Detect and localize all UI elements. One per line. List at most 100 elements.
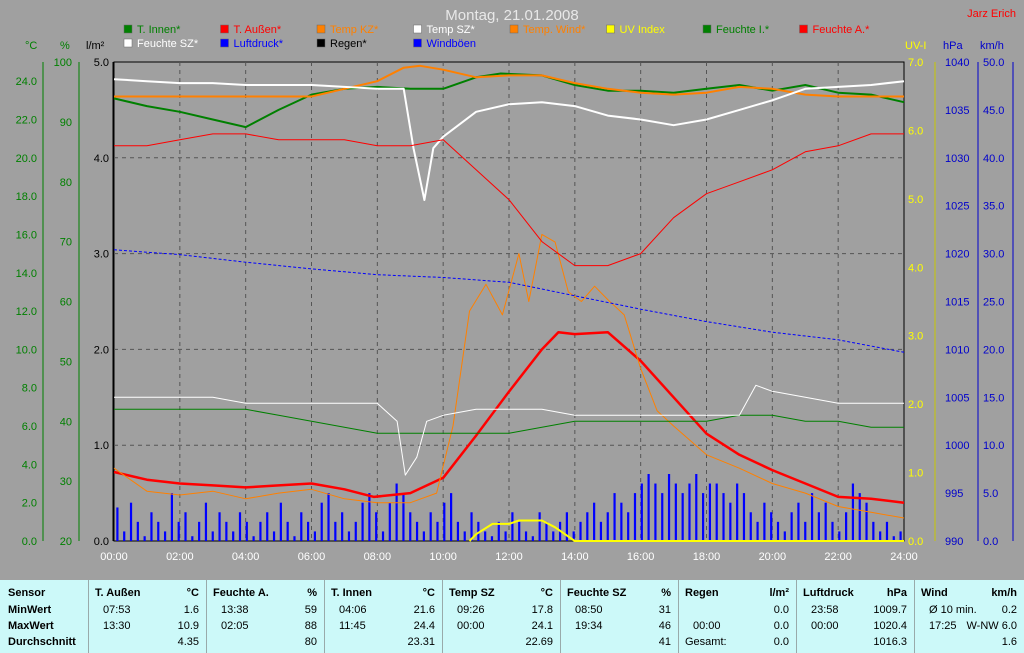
temp-tick-label: 14.0 <box>16 268 37 280</box>
stats-row-label: MaxWert <box>8 620 54 632</box>
stats-sensor-name: Feuchte A. <box>213 587 269 599</box>
legend-label: Windböen <box>427 38 477 50</box>
series-line-9 <box>468 519 904 542</box>
legend-swatch <box>220 38 229 48</box>
stats-min-time: 09:26 <box>457 604 485 616</box>
legend-swatch <box>220 24 229 34</box>
humidity-tick-label: 90 <box>60 117 72 129</box>
time-tick-label: 04:00 <box>232 551 260 563</box>
legend-label: Feuchte SZ* <box>137 38 199 50</box>
wind-tick-label: 35.0 <box>983 201 1004 213</box>
stats-row-label: MinWert <box>8 604 52 616</box>
author-label: Jarz Erich <box>967 8 1016 20</box>
rain-unit-label: l/m² <box>86 40 105 52</box>
stats-min-time: 13:38 <box>221 604 249 616</box>
stats-max-value: 46 <box>658 620 671 632</box>
wind-tick-label: 30.0 <box>983 249 1004 261</box>
stats-max-value: 24.1 <box>531 620 553 632</box>
wind-unit-label: km/h <box>980 40 1004 52</box>
stats-max-time: 00:00 <box>457 620 485 632</box>
humidity-tick-label: 40 <box>60 416 72 428</box>
temp-tick-label: 12.0 <box>16 306 37 318</box>
legend-label: Regen* <box>330 38 367 50</box>
stats-min-value: 1.6 <box>183 604 199 616</box>
stats-min-value: 1009.7 <box>873 604 907 616</box>
time-tick-label: 02:00 <box>166 551 194 563</box>
time-tick-label: 10:00 <box>429 551 457 563</box>
wind-tick-label: 10.0 <box>983 440 1004 452</box>
stats-column: Feuchte SZ% 08:50 31 19:34 46 41 <box>560 580 679 653</box>
stats-min-value: 0.0 <box>773 604 789 616</box>
temp-unit-label: °C <box>25 40 37 52</box>
humidity-tick-label: 50 <box>60 356 72 368</box>
pressure-tick-label: 1030 <box>945 153 969 165</box>
pressure-tick-label: 1025 <box>945 201 969 213</box>
stats-sensor-name: T. Innen <box>331 587 372 599</box>
legend-label: Temp SZ* <box>427 24 476 36</box>
stats-column: Wind km/h Ø 10 min. 0.2 17:25 W-NW 6.0 1.6 <box>914 580 1024 653</box>
plot-frame <box>113 61 905 542</box>
stats-max-time: 19:34 <box>575 620 603 632</box>
humidity-tick-label: 70 <box>60 237 72 249</box>
uv-tick-label: 3.0 <box>908 331 923 343</box>
stats-sensor-name: Wind <box>921 587 948 599</box>
time-tick-label: 16:00 <box>627 551 655 563</box>
legend-label: T. Innen* <box>137 24 181 36</box>
legend-swatch <box>606 24 615 34</box>
stats-sensor-name: Temp SZ <box>449 587 495 599</box>
legend-swatch <box>509 24 519 34</box>
stats-max-time: 00:00 <box>693 620 721 632</box>
stats-unit: °C <box>422 587 435 599</box>
stats-sensor-name: Regen <box>685 587 719 599</box>
temp-tick-label: 22.0 <box>16 114 37 126</box>
pressure-tick-label: 1005 <box>945 392 969 404</box>
time-tick-label: 18:00 <box>693 551 721 563</box>
legend-swatch <box>799 24 808 34</box>
humidity-tick-label: 100 <box>54 57 72 69</box>
legend-label: UV Index <box>620 24 666 36</box>
stats-avg-value: 41 <box>658 636 671 648</box>
series-line-0 <box>113 72 905 129</box>
uv-tick-label: 0.0 <box>908 536 923 548</box>
stats-min-value: 59 <box>304 604 317 616</box>
stats-column: Luftdruck hPa 23:58 1009.7 00:00 1020.4 1016.3 <box>796 580 915 653</box>
legend-swatch <box>702 24 712 34</box>
series-line-8 <box>113 249 905 353</box>
temp-tick-label: 2.0 <box>22 498 37 510</box>
legend-label: Feuchte I.* <box>716 24 770 36</box>
stats-max-value: 1020.4 <box>873 620 907 632</box>
temp-tick-label: 20.0 <box>16 153 37 165</box>
time-tick-label: 12:00 <box>495 551 523 563</box>
legend-swatch <box>413 38 422 48</box>
uv-tick-label: 4.0 <box>908 262 923 274</box>
temp-tick-label: 10.0 <box>16 344 37 356</box>
stats-avg-value: 4.35 <box>177 636 199 648</box>
stats-sensor-name: Feuchte SZ <box>567 587 627 599</box>
stats-max-time: 02:05 <box>221 620 249 632</box>
rain-tick-label: 0.0 <box>94 536 109 548</box>
humidity-tick-label: 20 <box>60 536 72 548</box>
wind-tick-label: 50.0 <box>983 57 1004 69</box>
pressure-tick-label: 995 <box>945 488 963 500</box>
pressure-tick-label: 990 <box>945 536 963 548</box>
time-tick-label: 00:00 <box>100 551 128 563</box>
time-tick-label: 24:00 <box>890 551 918 563</box>
pressure-tick-label: 1020 <box>945 249 969 261</box>
stats-max-value: 88 <box>304 620 317 632</box>
stats-column: T. Innen °C 04:06 21.6 11:45 24.4 23.31 <box>324 580 443 653</box>
stats-column: Regen l/m² 0.0 00:00 0.0 Gesamt: 0.0 <box>678 580 797 653</box>
legend-label: Feuchte A.* <box>813 24 871 36</box>
wind-tick-label: 25.0 <box>983 297 1004 309</box>
humidity-tick-label: 60 <box>60 297 72 309</box>
temp-tick-label: 4.0 <box>22 459 37 471</box>
plot-area <box>113 64 905 542</box>
pressure-tick-label: 1010 <box>945 344 969 356</box>
stats-avg-value: 22.69 <box>525 636 553 648</box>
stats-unit: % <box>661 587 671 599</box>
stats-avg-value: 1.6 <box>1001 636 1017 648</box>
series-line-3 <box>113 78 905 201</box>
wind-tick-label: 5.0 <box>983 488 998 500</box>
temp-tick-label: 24.0 <box>16 76 37 88</box>
stats-min-time: 23:58 <box>811 604 839 616</box>
time-tick-label: 06:00 <box>298 551 326 563</box>
